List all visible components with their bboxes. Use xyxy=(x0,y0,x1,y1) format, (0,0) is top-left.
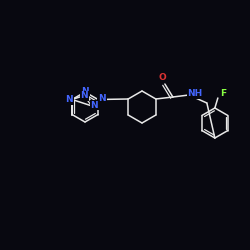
Text: N: N xyxy=(98,94,106,103)
Text: O: O xyxy=(159,74,167,82)
Text: F: F xyxy=(220,90,226,98)
Text: N: N xyxy=(80,91,88,100)
Text: NH: NH xyxy=(187,90,202,98)
Text: N: N xyxy=(90,100,98,110)
Text: N: N xyxy=(81,86,89,96)
Text: N: N xyxy=(65,95,73,104)
